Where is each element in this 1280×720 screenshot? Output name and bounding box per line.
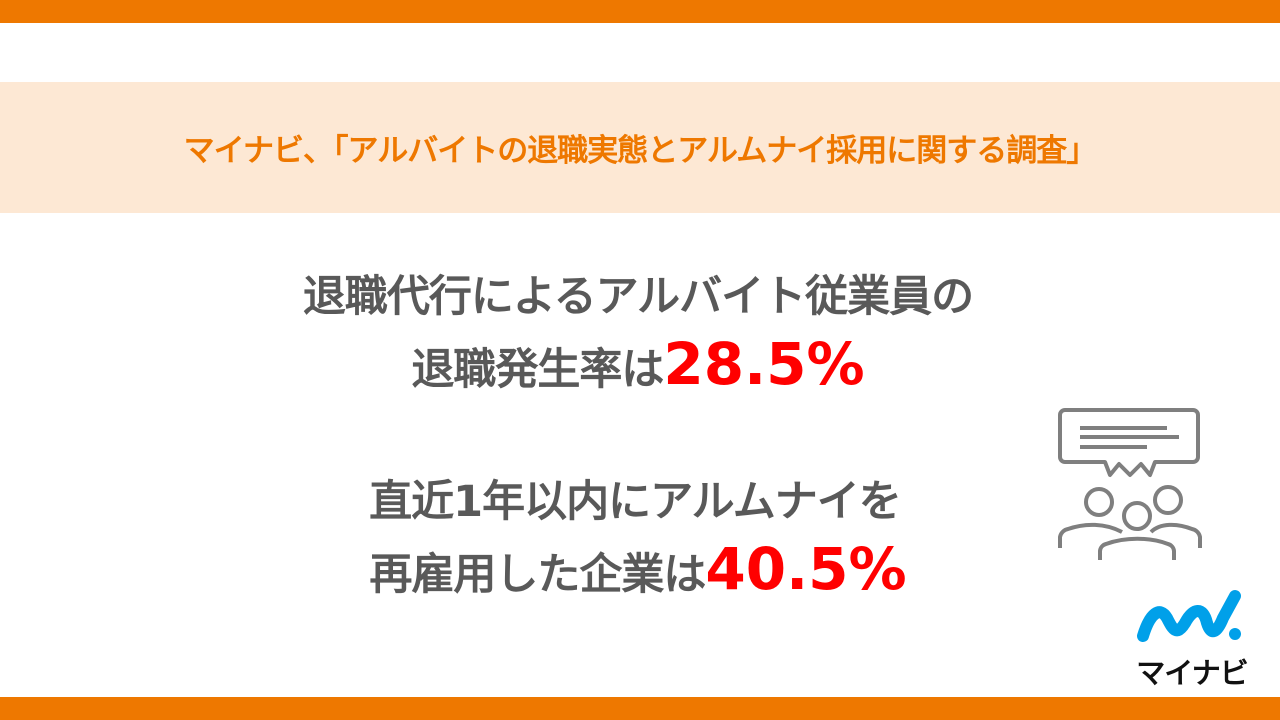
mynavi-logo xyxy=(1137,590,1241,642)
headline-line-2: 退職発生率は28.5% xyxy=(0,330,1278,398)
headline-line-1: 退職代行によるアルバイト従業員の xyxy=(302,272,974,322)
headline-line-2-text: 退職発生率は xyxy=(411,345,664,395)
mynavi-logo-text: マイナビ xyxy=(1136,656,1248,690)
title-band: マイナビ、「アルバイトの退職実態とアルムナイ採用に関する調査」 xyxy=(0,82,1280,213)
headline-line-4-text: 再雇用した企業は xyxy=(369,550,706,600)
survey-title: マイナビ、「アルバイトの退職実態とアルムナイ採用に関する調査」 xyxy=(183,133,1098,169)
bottom-accent-bar xyxy=(0,697,1280,720)
discussion-group-icon xyxy=(1058,408,1202,560)
resignation-rate-value: 28.5% xyxy=(663,330,865,398)
people-group-icon xyxy=(1058,485,1202,560)
headline-line-4: 再雇用した企業は40.5% xyxy=(0,535,1278,603)
rehire-rate-value: 40.5% xyxy=(705,535,907,603)
top-accent-bar xyxy=(0,0,1280,23)
headline-line-3: 直近1年以内にアルムナイを xyxy=(369,477,902,527)
speech-bubble-icon xyxy=(1058,408,1200,477)
